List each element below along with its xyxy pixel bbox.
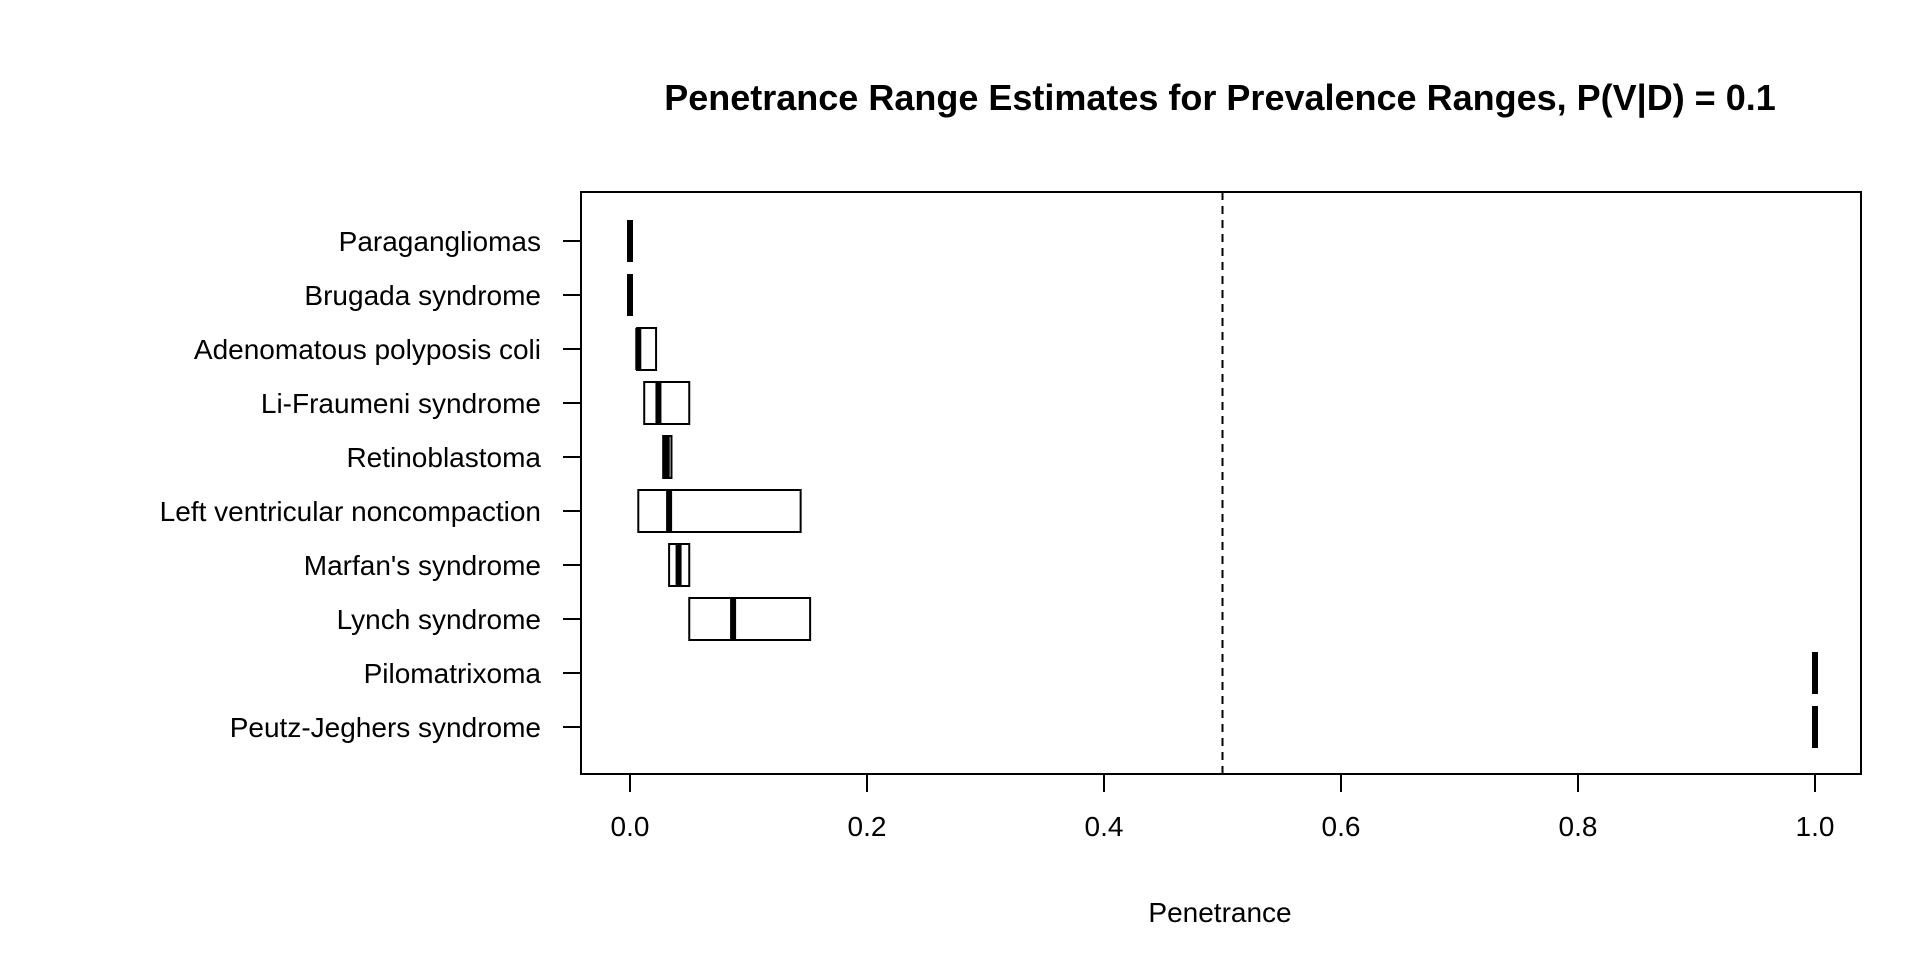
x-tick-label-3: 0.6: [1322, 811, 1361, 842]
x-tick-label-4: 0.8: [1559, 811, 1598, 842]
y-tick-label-1: Brugada syndrome: [304, 280, 541, 311]
y-tick-label-5: Left ventricular noncompaction: [160, 496, 541, 527]
axis-layer: Paragangliomas Brugada syndrome Adenomatou…: [160, 226, 1835, 842]
plot-frame: [580, 191, 1862, 775]
y-tick-label-9: Peutz-Jeghers syndrome: [230, 712, 541, 743]
x-tick-label-0: 0.0: [611, 811, 650, 842]
chart-title: Penetrance Range Estimates for Prevalenc…: [664, 77, 1776, 119]
range-box-3: [643, 381, 691, 425]
x-axis-label: Penetrance: [1148, 897, 1291, 928]
x-tick-label-2: 0.4: [1085, 811, 1124, 842]
x-tick-label-5: 1.0: [1796, 811, 1835, 842]
range-box-5: [637, 489, 802, 533]
y-tick-label-8: Pilomatrixoma: [364, 658, 542, 689]
range-box-7: [688, 597, 812, 641]
plot-layer: [627, 192, 1818, 774]
y-tick-label-2: Adenomatous polyposis coli: [194, 334, 541, 365]
y-tick-label-3: Li-Fraumeni syndrome: [261, 388, 541, 419]
y-tick-label-4: Retinoblastoma: [346, 442, 541, 473]
y-tick-label-6: Marfan's syndrome: [304, 550, 541, 581]
x-tick-label-1: 0.2: [848, 811, 887, 842]
y-tick-label-7: Lynch syndrome: [337, 604, 541, 635]
y-tick-label-0: Paragangliomas: [339, 226, 541, 257]
